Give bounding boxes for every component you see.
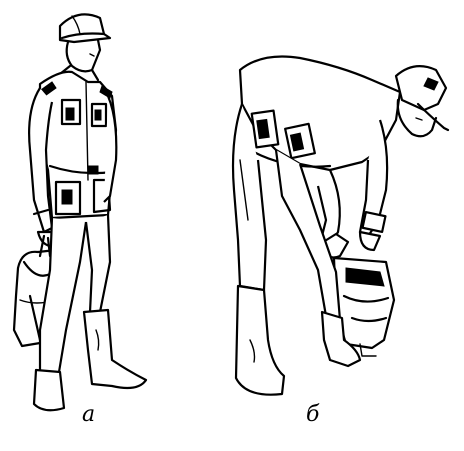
caption-b: б [306,402,320,427]
caption-a: а [82,402,96,427]
